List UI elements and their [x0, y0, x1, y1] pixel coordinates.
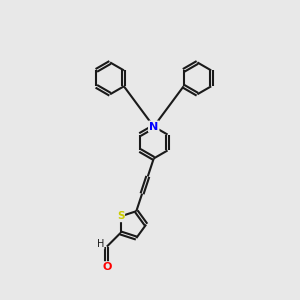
Text: H: H [97, 239, 104, 249]
Text: N: N [149, 122, 158, 132]
Text: S: S [117, 212, 124, 221]
Text: O: O [102, 262, 112, 272]
